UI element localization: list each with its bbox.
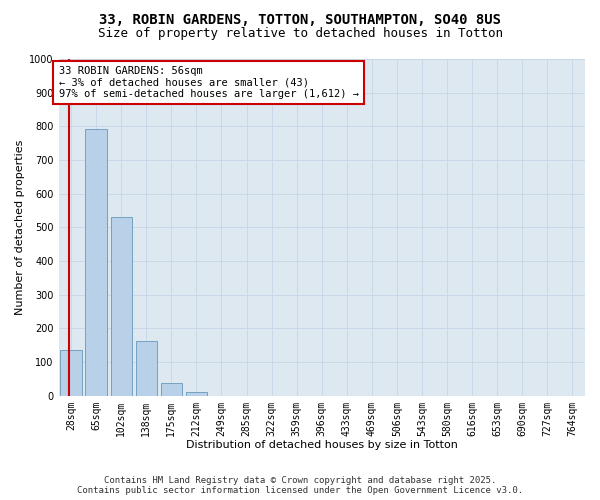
Text: Size of property relative to detached houses in Totton: Size of property relative to detached ho… xyxy=(97,28,503,40)
Bar xyxy=(161,384,182,396)
Text: 33, ROBIN GARDENS, TOTTON, SOUTHAMPTON, SO40 8US: 33, ROBIN GARDENS, TOTTON, SOUTHAMPTON, … xyxy=(99,12,501,26)
Text: 33 ROBIN GARDENS: 56sqm
← 3% of detached houses are smaller (43)
97% of semi-det: 33 ROBIN GARDENS: 56sqm ← 3% of detached… xyxy=(59,66,359,99)
Bar xyxy=(110,218,132,396)
Y-axis label: Number of detached properties: Number of detached properties xyxy=(15,140,25,315)
X-axis label: Distribution of detached houses by size in Totton: Distribution of detached houses by size … xyxy=(186,440,458,450)
Bar xyxy=(136,341,157,396)
Text: Contains HM Land Registry data © Crown copyright and database right 2025.
Contai: Contains HM Land Registry data © Crown c… xyxy=(77,476,523,495)
Bar xyxy=(61,350,82,396)
Bar xyxy=(85,128,107,396)
Bar xyxy=(186,392,207,396)
